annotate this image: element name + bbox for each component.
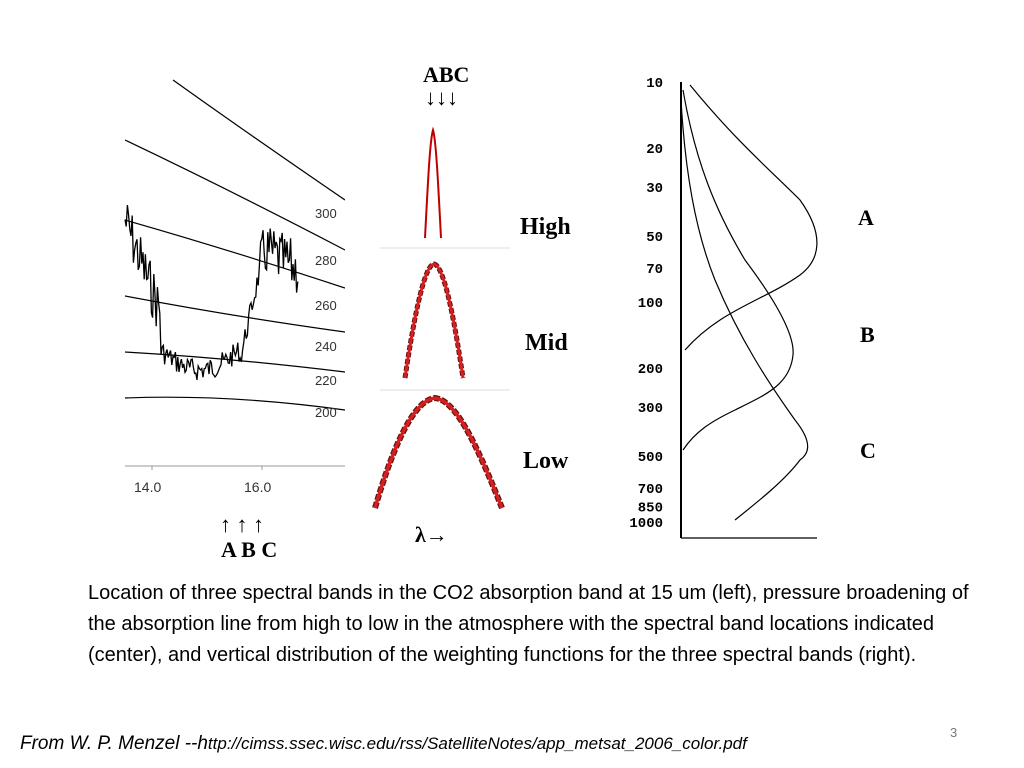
isotherm-label: 260 [315, 298, 337, 313]
pressure-label: 70 [646, 262, 663, 278]
pressure-broadening-panel: ABC ↓↓↓ High Mid Low λ→ [370, 60, 580, 570]
band-letters-abc: A B C [221, 537, 277, 562]
curve-label-b: B [860, 322, 875, 347]
level-label-mid: Mid [525, 330, 568, 356]
slide-number: 3 [950, 725, 958, 740]
source-citation: From W. P. Menzel --http://cimss.ssec.wi… [20, 733, 950, 755]
weighting-curve-b [682, 89, 794, 451]
isotherm-line-top [172, 79, 345, 201]
pressure-label: 200 [638, 362, 663, 378]
pressure-label: 100 [638, 296, 663, 312]
x-tick-label: 16.0 [244, 479, 271, 495]
curve-label-a: A [858, 205, 874, 230]
figure-caption: Location of three spectral bands in the … [88, 582, 969, 666]
x-tick-label: 14.0 [134, 479, 161, 495]
isotherm-label: 200 [315, 405, 337, 420]
pressure-label: 1000 [629, 516, 663, 532]
curve-label-c: C [860, 438, 876, 463]
isotherm-label: 280 [315, 253, 337, 268]
pressure-label: 10 [646, 76, 663, 92]
pressure-label: 850 [638, 501, 663, 517]
wavelength-axis-label: λ→ [415, 522, 448, 547]
level-label-low: Low [523, 448, 569, 474]
pressure-label: 20 [646, 142, 663, 158]
isotherm-line-220 [124, 396, 345, 411]
band-header-abc: ABC [423, 62, 469, 87]
weighting-curve-a [684, 84, 818, 351]
band-arrows-down: ↓↓↓ [425, 85, 458, 110]
weighting-curve-c [680, 99, 809, 521]
isotherm-label: 300 [315, 206, 337, 221]
pressure-label: 700 [638, 482, 663, 498]
line-profile-high [424, 126, 442, 239]
co2-spectrum-graphic: 300 280 260 240 220 200 14.0 16.0 ↑ ↑ ↑ … [124, 79, 345, 562]
pressure-label: 30 [646, 181, 663, 197]
pressure-label: 300 [638, 401, 663, 417]
isotherm-line-280 [124, 219, 345, 289]
isotherm-label: 240 [315, 339, 337, 354]
co2-spectrum-panel: 300 280 260 240 220 200 14.0 16.0 ↑ ↑ ↑ … [120, 60, 345, 570]
spectrum-trace [124, 205, 299, 381]
pressure-broadening-graphic: ABC ↓↓↓ High Mid Low λ→ [372, 62, 571, 547]
pressure-label: 500 [638, 450, 663, 466]
source-author: From W. P. Menzel --h [20, 733, 208, 754]
band-arrows-up: ↑ ↑ ↑ [220, 512, 264, 537]
weighting-functions-panel: 10 20 30 50 70 100 200 300 500 700 850 1000 A B C [595, 60, 895, 550]
pressure-label: 50 [646, 230, 663, 246]
source-url: ttp://cimss.ssec.wisc.edu/rss/SatelliteN… [207, 734, 747, 753]
level-label-high: High [520, 214, 571, 240]
isotherm-label: 220 [315, 373, 337, 388]
isotherm-line-300 [124, 139, 345, 251]
